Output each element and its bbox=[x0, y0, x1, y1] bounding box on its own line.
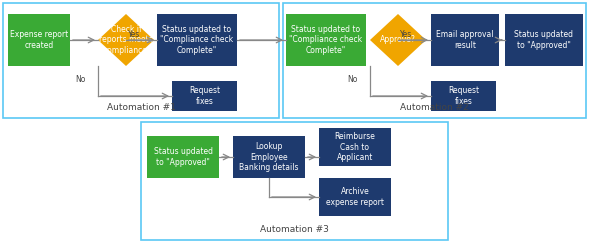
FancyBboxPatch shape bbox=[319, 178, 391, 216]
FancyBboxPatch shape bbox=[286, 14, 366, 66]
FancyBboxPatch shape bbox=[431, 81, 496, 111]
FancyBboxPatch shape bbox=[319, 128, 391, 166]
FancyBboxPatch shape bbox=[172, 81, 237, 111]
Text: Lookup
Employee
Banking details: Lookup Employee Banking details bbox=[239, 142, 299, 172]
Text: Status updated
to "Approved": Status updated to "Approved" bbox=[515, 30, 574, 50]
Text: Automation #3: Automation #3 bbox=[260, 225, 329, 234]
Polygon shape bbox=[370, 14, 426, 66]
FancyBboxPatch shape bbox=[8, 14, 70, 66]
Text: Approve?: Approve? bbox=[380, 35, 416, 44]
Text: No: No bbox=[347, 76, 357, 85]
Text: Check if
reports meets
compliance: Check if reports meets compliance bbox=[99, 25, 153, 55]
FancyBboxPatch shape bbox=[147, 136, 219, 178]
Text: Status updated to
"Compliance check
Complete": Status updated to "Compliance check Comp… bbox=[160, 25, 234, 55]
FancyBboxPatch shape bbox=[431, 14, 499, 66]
Text: Expense report
created: Expense report created bbox=[10, 30, 68, 50]
Text: Automation #2: Automation #2 bbox=[400, 103, 469, 112]
Text: Archive
expense report: Archive expense report bbox=[326, 187, 384, 207]
Text: Yes: Yes bbox=[400, 31, 412, 40]
Text: Request
fixes: Request fixes bbox=[189, 86, 220, 106]
Text: Status updated to
"Compliance check
Complete": Status updated to "Compliance check Comp… bbox=[289, 25, 363, 55]
Text: Request
fixes: Request fixes bbox=[448, 86, 479, 106]
Text: Automation #1: Automation #1 bbox=[107, 103, 176, 112]
FancyBboxPatch shape bbox=[233, 136, 305, 178]
FancyBboxPatch shape bbox=[505, 14, 583, 66]
Polygon shape bbox=[98, 14, 154, 66]
Text: Email approval
result: Email approval result bbox=[436, 30, 494, 50]
FancyBboxPatch shape bbox=[157, 14, 237, 66]
Text: Yes: Yes bbox=[128, 31, 140, 40]
Text: Reimburse
Cash to
Applicant: Reimburse Cash to Applicant bbox=[335, 132, 375, 162]
Text: No: No bbox=[75, 76, 85, 85]
Text: Status updated
to "Approved": Status updated to "Approved" bbox=[154, 147, 213, 167]
